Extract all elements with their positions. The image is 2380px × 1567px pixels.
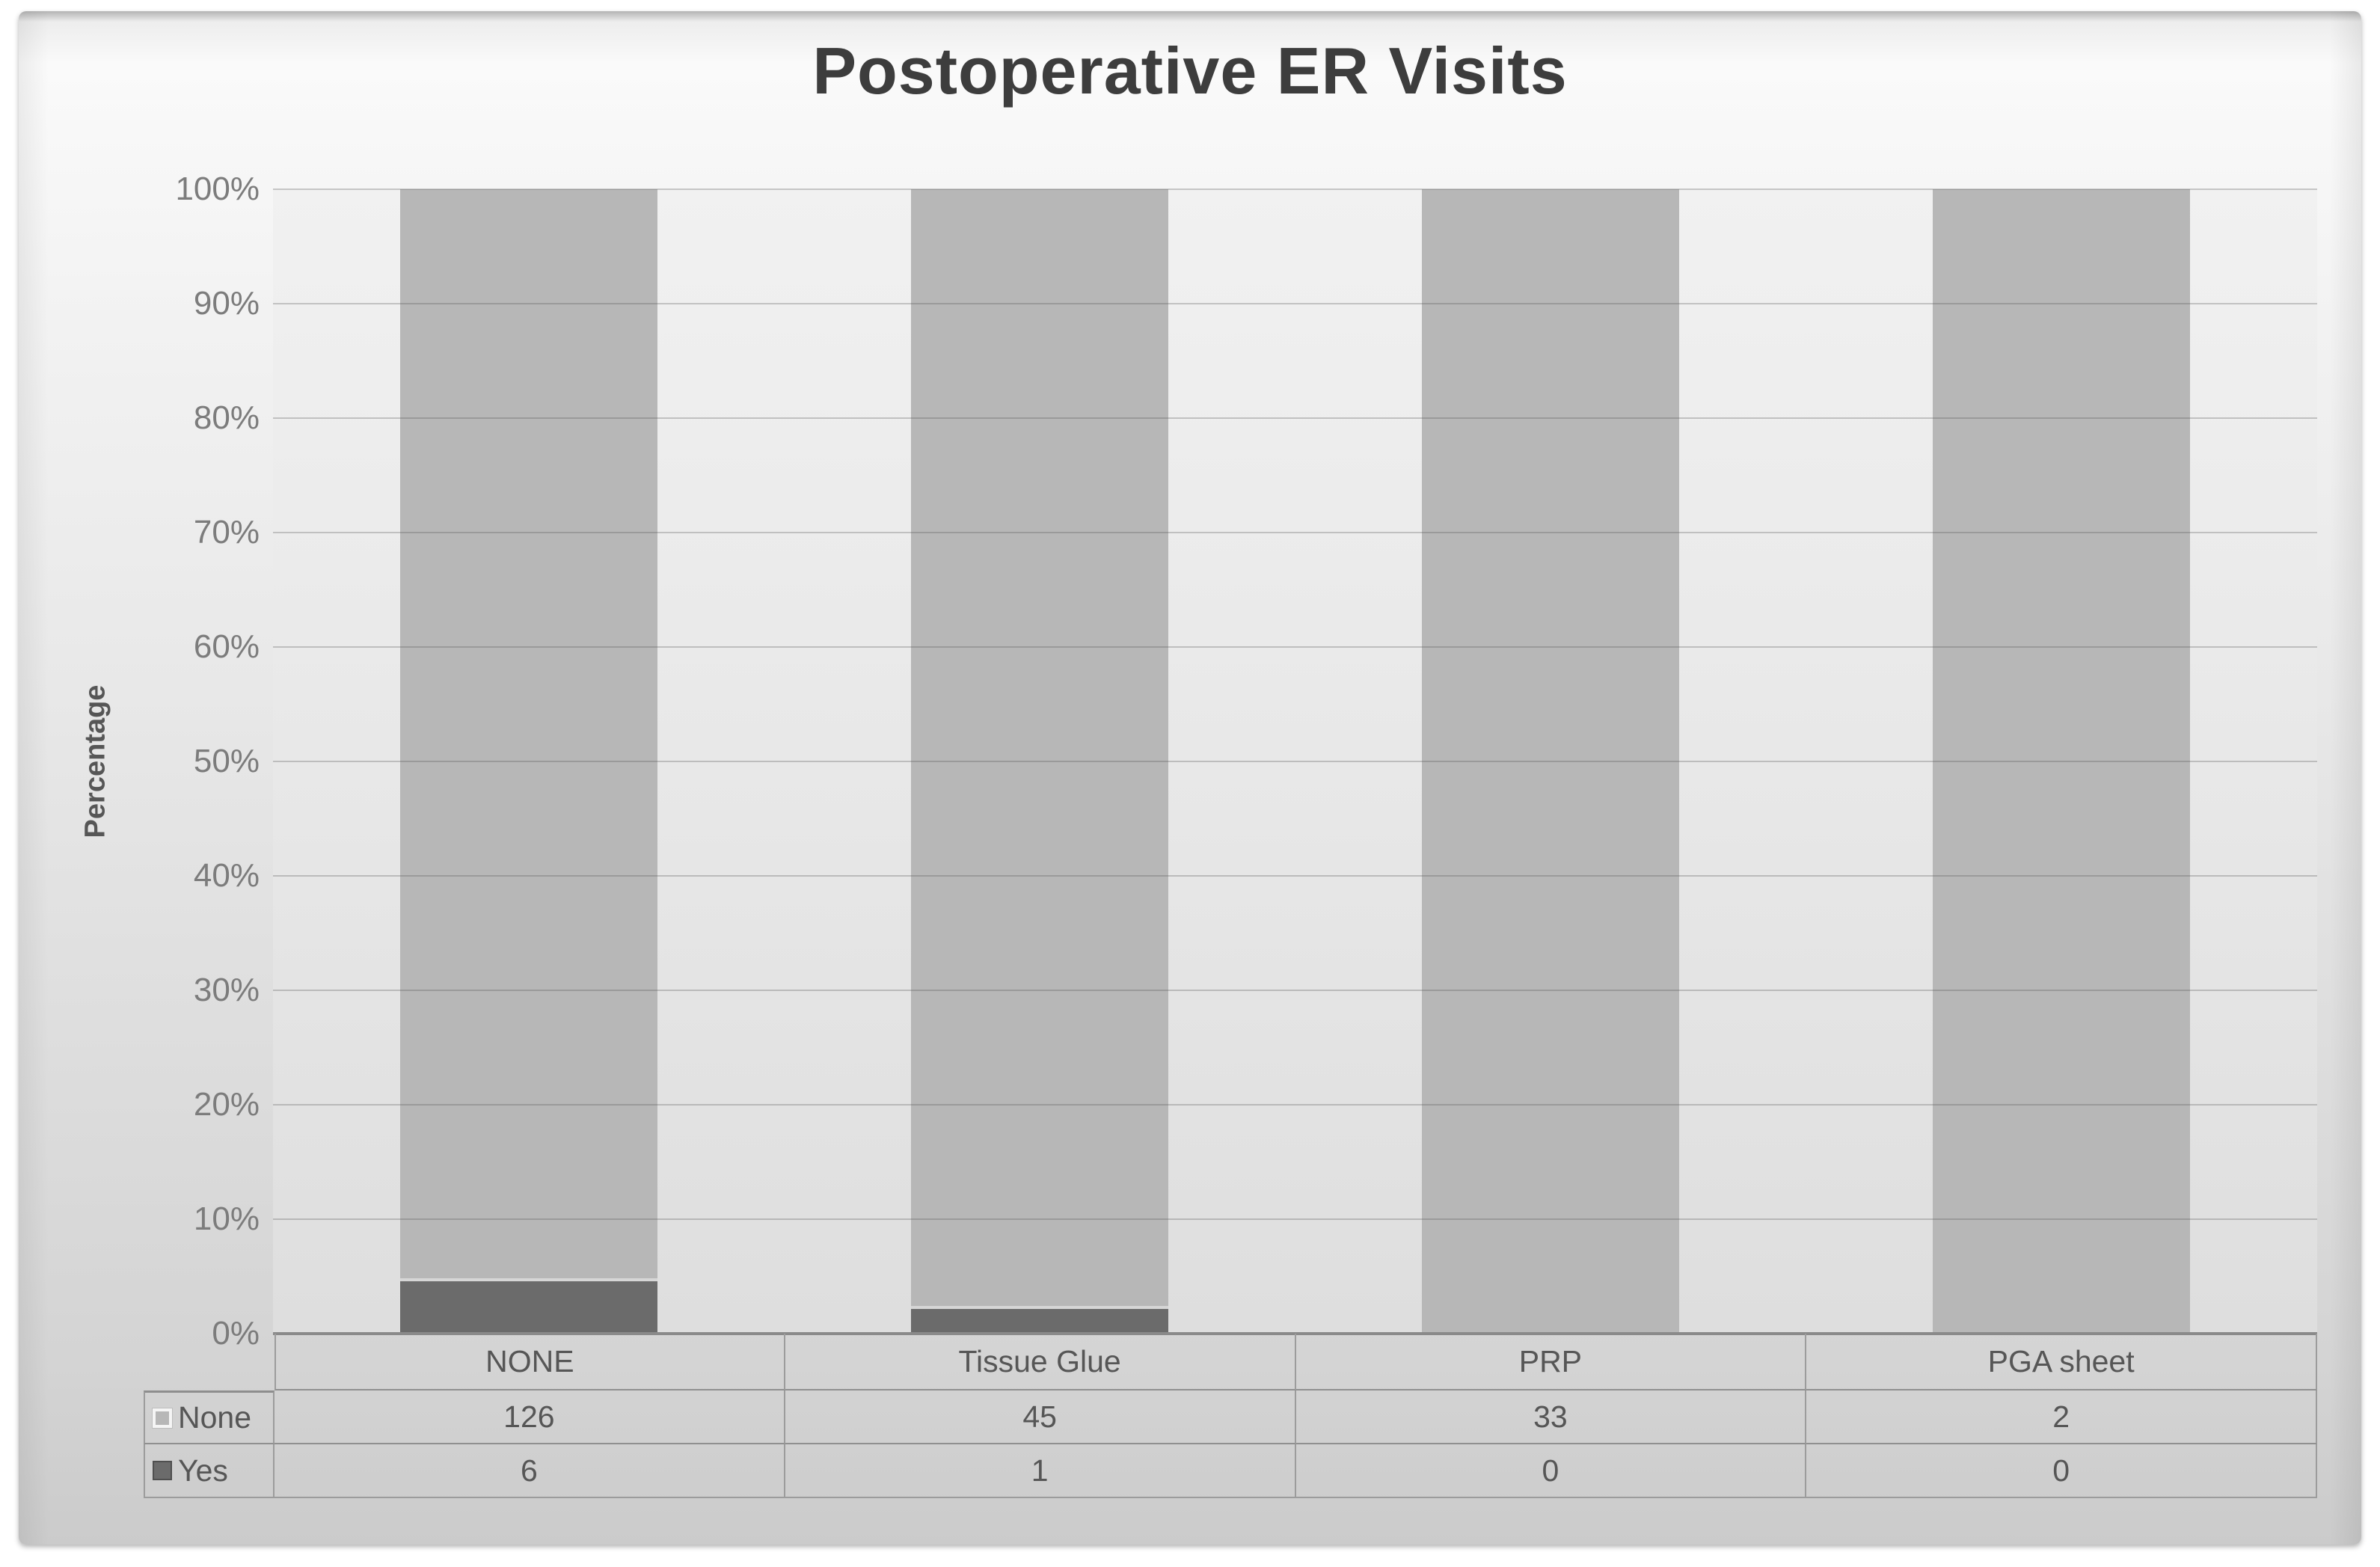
table-header-cell: NONE bbox=[275, 1334, 785, 1390]
y-tick-label: 100% bbox=[175, 171, 260, 207]
y-tick-label: 80% bbox=[193, 399, 260, 436]
gridline bbox=[273, 761, 2317, 762]
bar-segment-none bbox=[910, 189, 1168, 1307]
gridline bbox=[273, 303, 2317, 304]
y-tick-label: 40% bbox=[193, 857, 260, 894]
bar-segment-none bbox=[1933, 189, 2191, 1334]
y-tick-label: 90% bbox=[193, 285, 260, 322]
bar-prp bbox=[1422, 189, 1680, 1334]
y-tick-label: 20% bbox=[193, 1086, 260, 1123]
plot-area bbox=[273, 188, 2317, 1335]
y-tick-label: 70% bbox=[193, 514, 260, 551]
bar-segment-yes bbox=[399, 1278, 657, 1334]
y-tick-label: 60% bbox=[193, 628, 260, 665]
table-value-cell: 1 bbox=[785, 1444, 1296, 1498]
gridline bbox=[273, 1104, 2317, 1106]
bar-tissue-glue bbox=[910, 189, 1168, 1334]
table-value-cell: 33 bbox=[1295, 1390, 1807, 1444]
gridline bbox=[273, 875, 2317, 877]
table-header-cell: PRP bbox=[1295, 1334, 1807, 1390]
bar-pga-sheet bbox=[1933, 189, 2191, 1334]
gridline bbox=[273, 646, 2317, 648]
bar-none bbox=[399, 189, 657, 1334]
table-header-cell: PGA sheet bbox=[1806, 1334, 2317, 1390]
gridline bbox=[273, 188, 2317, 190]
gridline bbox=[273, 990, 2317, 991]
table-value-cell: 126 bbox=[275, 1390, 785, 1444]
chart-title: Postoperative ER Visits bbox=[812, 34, 1568, 108]
table-value-cell: 2 bbox=[1806, 1390, 2317, 1444]
table-value-cell: 6 bbox=[275, 1444, 785, 1498]
table-corner-spacer bbox=[144, 1334, 275, 1390]
gridline bbox=[273, 532, 2317, 533]
legend-label: None bbox=[178, 1400, 252, 1435]
gridline bbox=[273, 1218, 2317, 1220]
legend-label: Yes bbox=[178, 1453, 228, 1488]
y-tick-label: 30% bbox=[193, 972, 260, 1008]
y-tick-label: 50% bbox=[193, 743, 260, 779]
gridline bbox=[273, 417, 2317, 419]
legend-swatch-icon bbox=[153, 1461, 172, 1480]
y-tick-label: 10% bbox=[193, 1200, 260, 1237]
bar-segment-none bbox=[1422, 189, 1680, 1334]
table-value-cell: 45 bbox=[785, 1390, 1296, 1444]
bar-segment-yes bbox=[910, 1306, 1168, 1334]
table-value-cell: 0 bbox=[1295, 1444, 1807, 1498]
table-header-cell: Tissue Glue bbox=[785, 1334, 1296, 1390]
y-axis-title: Percentage bbox=[79, 684, 111, 838]
legend-swatch-icon bbox=[153, 1408, 172, 1428]
legend-cell-yes: Yes bbox=[144, 1444, 275, 1498]
bar-segment-none bbox=[399, 189, 657, 1279]
table-value-cell: 0 bbox=[1806, 1444, 2317, 1498]
data-table: NONE Tissue Glue PRP PGA sheet None 126 45 33 2 Y… bbox=[144, 1334, 2317, 1498]
y-tick-label: 0% bbox=[212, 1315, 260, 1352]
legend-cell-none: None bbox=[144, 1390, 275, 1444]
